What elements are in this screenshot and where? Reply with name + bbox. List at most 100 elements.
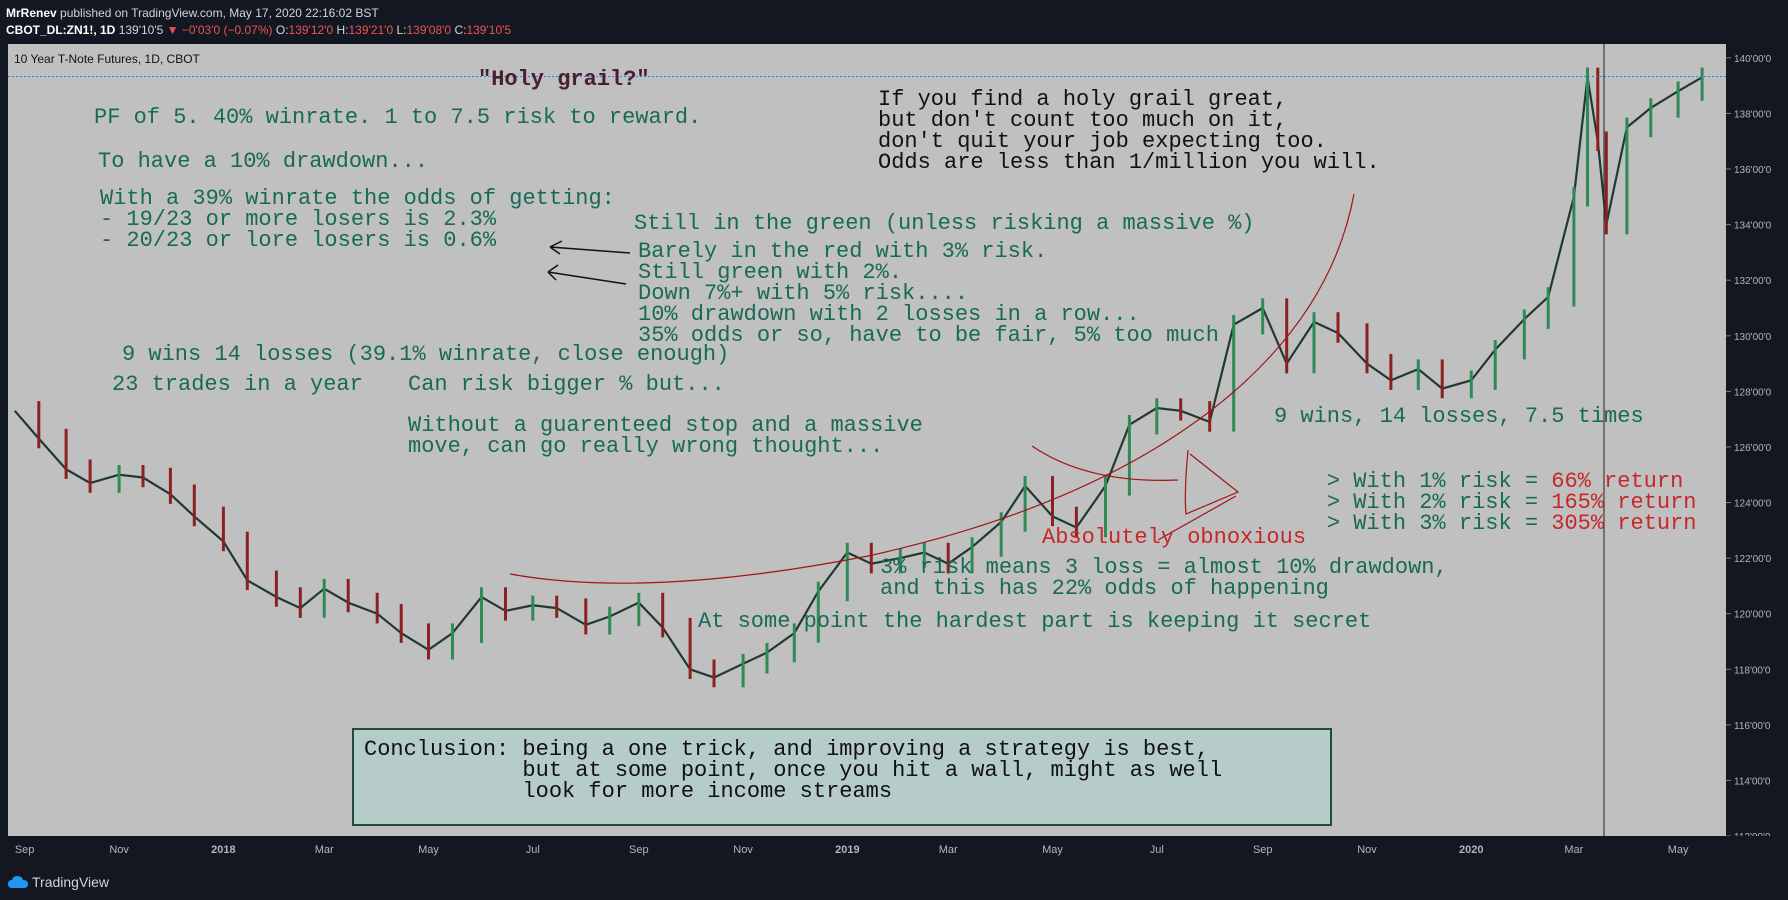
annotation-three-pct-0: 3% risk means 3 loss = almost 10% drawdo… [880, 555, 1448, 580]
last-price: 139'10'5 [118, 23, 164, 37]
price-point [1155, 398, 1159, 435]
price-point [298, 587, 302, 618]
time-tick-label: Mar [1564, 844, 1583, 856]
price-line-series [13, 76, 1703, 679]
top-info-bar: MrRenev published on TradingView.com, Ma… [0, 0, 1788, 42]
annotation-holy-grail-1: but don't count too much on it, [878, 108, 1288, 133]
price-point [1586, 67, 1589, 207]
tradingview-brand: TradingView [32, 874, 110, 890]
price-point [946, 542, 950, 574]
time-tick-label: Jul [526, 844, 540, 856]
result-3-value: 305% return [1551, 511, 1697, 536]
price-tick-label: 124'00'0 [1734, 499, 1772, 510]
conclusion-line-0: Conclusion: being a one trick, and impro… [364, 737, 1209, 762]
time-tick-label: May [418, 844, 439, 856]
conclusion-box: Conclusion: being a one trick, and impro… [352, 728, 1332, 826]
tradingview-logo[interactable]: TradingView [8, 874, 109, 890]
open-label: O: [275, 23, 289, 37]
low-label: L: [396, 23, 407, 37]
price-chart-svg[interactable] [8, 44, 1726, 836]
time-axis[interactable]: Sep Nov 2018 Mar May Jul Sep Nov 2019 Mar May Jul Se… [0, 836, 1726, 864]
price-point [922, 542, 926, 568]
time-tick-label: Nov [109, 844, 129, 856]
annotation-title: "Holy grail?" [478, 67, 650, 92]
price-point [346, 578, 350, 613]
price-point [221, 506, 225, 552]
price-series [13, 67, 1704, 688]
price-point [1261, 298, 1265, 335]
red-curve-annotation [509, 193, 1355, 584]
annotation-barely-red-1: Still green with 2%. [638, 260, 903, 285]
price-point [1051, 476, 1054, 527]
price-point [1389, 353, 1393, 390]
price-point [1493, 340, 1497, 390]
price-point [504, 587, 507, 621]
chart-area[interactable]: 10 Year T-Note Futures, 1D, CBOT "Holy g… [8, 44, 1726, 836]
annotation-holy-grail-3: Odds are less than 1/million you will. [878, 150, 1380, 175]
price-point [88, 459, 92, 493]
result-2-value: 165% return [1551, 490, 1697, 515]
annotation-holy-grail-0: If you find a holy grail great, [878, 87, 1288, 112]
symbol-line: CBOT_DL:ZN1!, 1D 139'10'5 ▼ −0'03'0 (−0.… [6, 23, 511, 37]
price-point [608, 606, 612, 635]
annotation-odds-1: - 19/23 or more losers is 2.3% [100, 207, 497, 232]
red-arrow-annotation [1031, 445, 1240, 541]
publisher-name[interactable]: MrRenev [6, 6, 57, 20]
price-point [1416, 359, 1420, 390]
time-axis-svg: Sep Nov 2018 Mar May Jul Sep Nov 2019 Mar May Jul Se… [15, 844, 1689, 856]
price-tick-label: 112'00'0 [1734, 832, 1771, 836]
annotation-barely-red-3: 10% drawdown with 2 losses in a row... [638, 302, 1140, 327]
annotation-still-green: Still in the green (unless risking a mas… [634, 211, 1255, 236]
price-point [117, 465, 121, 493]
price-point [192, 484, 196, 527]
price-point [1596, 67, 1600, 151]
conclusion-line-2: look for more income streams [364, 779, 893, 804]
price-axis-svg: 140'00'0 138'00'0 136'00'0 134'00'0 132'00'0… [1726, 54, 1772, 843]
annotation-barely-red-4: 35% odds or so, have to be fair, 5% too … [638, 323, 1219, 348]
annotation-results-header: 9 wins, 14 losses, 7.5 times [1274, 404, 1644, 429]
annotation-odds-2: - 20/23 or lore losers is 0.6% [100, 228, 497, 253]
price-point [1127, 415, 1131, 496]
price-tick-label: 140'00'0 [1734, 54, 1772, 65]
time-tick-label: Nov [1357, 844, 1377, 856]
price-tick-label: 114'00'0 [1734, 776, 1771, 787]
conclusion-line-1: but at some point, once you hit a wall, … [364, 758, 1223, 783]
price-axis[interactable]: 140'00'0 138'00'0 136'00'0 134'00'0 132'00'0… [1726, 44, 1788, 843]
price-point [999, 512, 1003, 557]
price-point [1312, 312, 1316, 374]
price-point [898, 548, 902, 574]
result-2-label: > With 2% risk = [1326, 490, 1552, 515]
price-point [399, 604, 403, 643]
time-tick-label: Sep [15, 844, 35, 856]
price-point [1023, 476, 1027, 532]
price-point [168, 467, 172, 504]
bottom-bar [0, 864, 1788, 900]
change-value: ▼ −0'03'0 (−0.07%) [166, 23, 273, 37]
annotation-without-stop-1: move, can go really wrong thought... [408, 434, 884, 459]
price-point [792, 623, 796, 663]
published-text: published on TradingView.com, May 17, 20… [60, 6, 379, 20]
price-point [1676, 81, 1680, 118]
price-point [274, 570, 278, 607]
annotation-three-pct-1: and this has 22% odds of happening [880, 576, 1329, 601]
price-point [245, 531, 249, 591]
price-point [637, 592, 641, 627]
close-value: 139'10'5 [466, 23, 512, 37]
symbol-label[interactable]: CBOT_DL:ZN1!, 1D [6, 23, 116, 37]
time-tick-label: 2020 [1459, 844, 1483, 856]
price-point [1604, 131, 1608, 235]
price-point [1440, 359, 1444, 399]
annotation-odds-0: With a 39% winrate the odds of getting: [100, 186, 615, 211]
time-tick-label: May [1042, 844, 1063, 856]
black-arrow-barely-red [547, 264, 627, 285]
price-point [322, 578, 326, 618]
price-point [1179, 398, 1183, 421]
tradingview-cloud-icon [8, 876, 28, 888]
time-tick-label: Nov [733, 844, 753, 856]
price-tick-label: 132'00'0 [1734, 276, 1772, 287]
annotation-can-risk: Can risk bigger % but... [408, 372, 725, 397]
open-value: 139'12'0 [288, 23, 334, 37]
price-tick-label: 118'00'0 [1734, 665, 1771, 676]
result-1-value: 66% return [1551, 469, 1684, 494]
price-point [845, 542, 849, 602]
